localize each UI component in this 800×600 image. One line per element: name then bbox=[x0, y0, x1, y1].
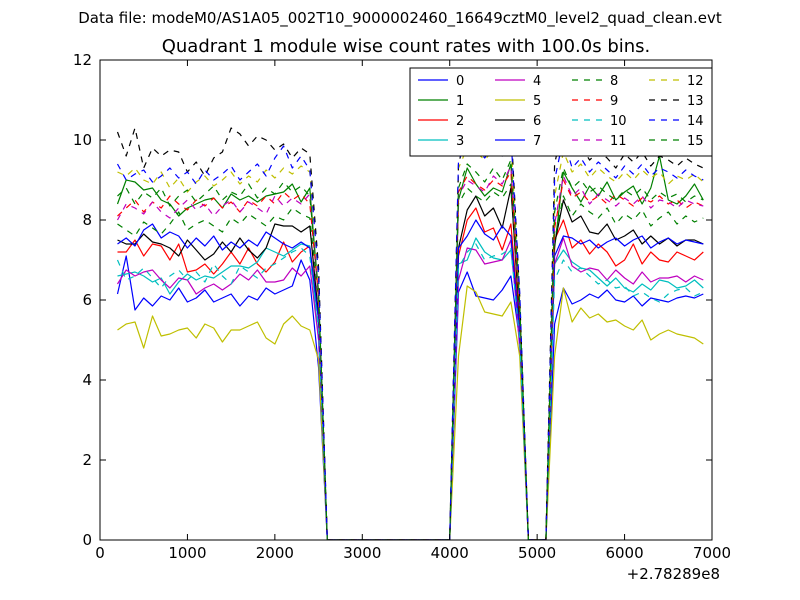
legend-label-1: 1 bbox=[456, 94, 464, 109]
series-line-7 bbox=[117, 219, 704, 540]
legend-label-11: 11 bbox=[610, 134, 627, 149]
y-tick-label: 2 bbox=[82, 451, 92, 469]
y-tick-label: 8 bbox=[82, 211, 92, 229]
series-line-0 bbox=[116, 255, 704, 540]
legend-label-14: 14 bbox=[687, 114, 704, 129]
y-tick-label: 12 bbox=[73, 51, 92, 69]
legend-label-4: 4 bbox=[533, 74, 541, 89]
legend-label-2: 2 bbox=[456, 114, 464, 129]
legend-label-12: 12 bbox=[687, 74, 704, 89]
x-tick-label: 5000 bbox=[518, 544, 556, 562]
legend-label-7: 7 bbox=[533, 134, 541, 149]
series-line-14 bbox=[116, 135, 704, 540]
series-line-5 bbox=[117, 285, 704, 540]
series-line-4 bbox=[116, 237, 704, 540]
legend-label-10: 10 bbox=[610, 114, 627, 129]
legend-label-15: 15 bbox=[687, 134, 704, 149]
series-line-11 bbox=[116, 165, 704, 540]
x-tick-label: 6000 bbox=[605, 544, 643, 562]
series-line-12 bbox=[117, 139, 704, 540]
y-tick-label: 0 bbox=[82, 531, 92, 549]
y-tick-label: 4 bbox=[82, 371, 92, 389]
y-tick-label: 6 bbox=[82, 291, 92, 309]
x-tick-label: 1000 bbox=[168, 544, 206, 562]
series-layer bbox=[116, 123, 704, 540]
legend-label-9: 9 bbox=[610, 94, 618, 109]
series-line-3 bbox=[117, 237, 704, 540]
series-line-6 bbox=[117, 187, 704, 540]
series-line-2 bbox=[117, 207, 704, 540]
x-tick-label: 2000 bbox=[256, 544, 294, 562]
x-tick-label: 3000 bbox=[343, 544, 381, 562]
x-tick-label: 7000 bbox=[693, 544, 731, 562]
legend-label-3: 3 bbox=[456, 134, 464, 149]
figure-suptitle: Data file: modeM0/AS1A05_002T10_90000024… bbox=[78, 9, 722, 27]
x-tick-label: 0 bbox=[95, 544, 105, 562]
series-line-9 bbox=[117, 171, 704, 540]
legend-label-8: 8 bbox=[610, 74, 618, 89]
chart-title: Quadrant 1 module wise count rates with … bbox=[161, 36, 651, 57]
x-tick-label: 4000 bbox=[431, 544, 469, 562]
legend-label-5: 5 bbox=[533, 94, 541, 109]
legend-label-13: 13 bbox=[687, 94, 704, 109]
y-tick-label: 10 bbox=[73, 131, 92, 149]
series-line-10 bbox=[116, 243, 704, 540]
legend-label-0: 0 bbox=[456, 74, 464, 89]
x-offset-label: +2.78289e8 bbox=[627, 565, 720, 583]
legend-box bbox=[409, 67, 713, 157]
legend-label-6: 6 bbox=[533, 114, 541, 129]
